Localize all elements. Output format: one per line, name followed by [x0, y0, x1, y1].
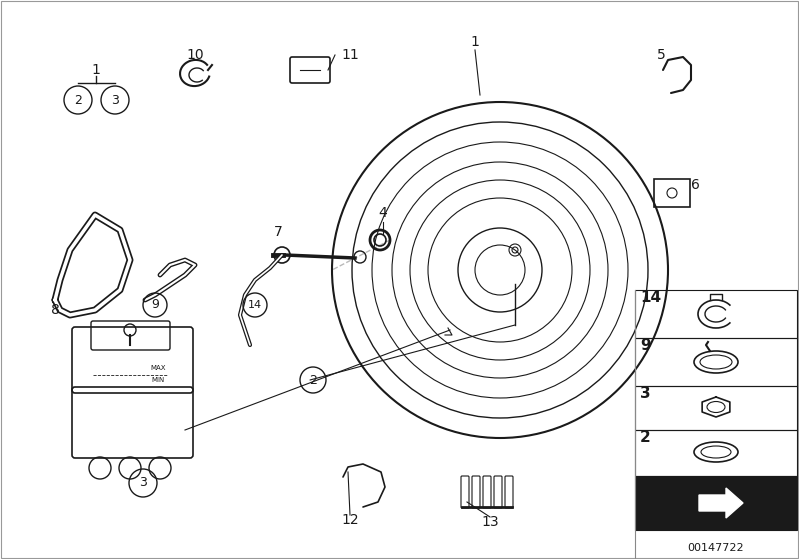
Text: 2: 2	[74, 93, 82, 107]
Text: 1: 1	[92, 63, 101, 77]
Text: MAX: MAX	[150, 365, 165, 371]
Text: 3: 3	[139, 476, 147, 490]
Text: 14: 14	[248, 300, 262, 310]
Text: 6: 6	[690, 178, 699, 192]
Text: 00147722: 00147722	[688, 543, 745, 553]
Text: 3: 3	[640, 386, 650, 401]
Bar	[635, 338, 797, 386]
Text: 3: 3	[111, 93, 119, 107]
Polygon shape	[699, 488, 743, 518]
Bar	[635, 430, 797, 476]
Text: 12: 12	[341, 513, 359, 527]
Text: 5: 5	[657, 48, 666, 62]
Bar	[635, 476, 797, 530]
Bar	[635, 290, 797, 338]
Text: 2: 2	[309, 373, 317, 386]
Text: 4: 4	[379, 206, 388, 220]
Text: 2: 2	[640, 430, 650, 446]
Text: 9: 9	[151, 299, 159, 311]
Text: 13: 13	[481, 515, 499, 529]
Text: MIN: MIN	[151, 377, 165, 383]
Text: 11: 11	[341, 48, 359, 62]
Text: 1: 1	[471, 35, 479, 49]
Text: 9: 9	[640, 339, 650, 353]
Text: 7: 7	[273, 225, 282, 239]
Text: 10: 10	[186, 48, 204, 62]
Text: 8: 8	[50, 303, 59, 317]
Text: 14: 14	[640, 291, 661, 306]
Bar	[635, 386, 797, 430]
